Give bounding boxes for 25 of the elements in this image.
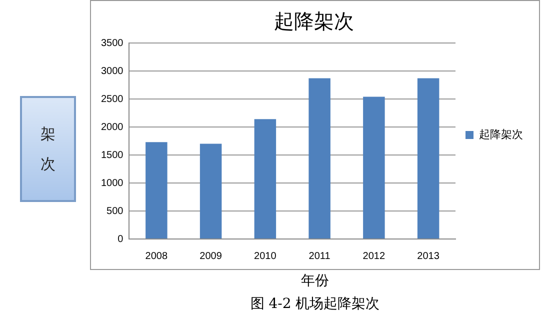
x-tick-label: 2009 <box>200 250 222 262</box>
x-tick-label: 2011 <box>308 250 331 262</box>
x-tick-label: 2008 <box>145 250 168 262</box>
y-tick-label: 1500 <box>100 150 124 161</box>
x-tick-label: 2012 <box>362 250 386 262</box>
bar <box>254 119 276 238</box>
chart-title: 起降架次 <box>274 9 354 34</box>
bar <box>363 96 385 238</box>
y-tick-label: 3500 <box>100 38 124 49</box>
legend-label: 起降架次 <box>479 128 523 142</box>
x-tick-label: 2010 <box>254 250 277 262</box>
y-tick-label: 3000 <box>100 66 124 77</box>
caption: 图 4-2 机场起降架次 <box>249 295 381 313</box>
y-tick-label: 2500 <box>100 94 124 105</box>
y-axis-title: 架次 <box>40 124 56 175</box>
y-tick-label: 0 <box>118 234 124 245</box>
y-tick-label: 2000 <box>100 122 124 133</box>
bar <box>200 144 222 238</box>
x-axis-title: 年份 <box>300 272 330 290</box>
y-tick-label: 500 <box>106 206 124 217</box>
bar <box>146 142 168 238</box>
y-tick-label: 1000 <box>100 178 124 189</box>
x-tick-label: 2013 <box>417 250 440 262</box>
bar <box>417 78 440 238</box>
bar <box>308 78 330 238</box>
